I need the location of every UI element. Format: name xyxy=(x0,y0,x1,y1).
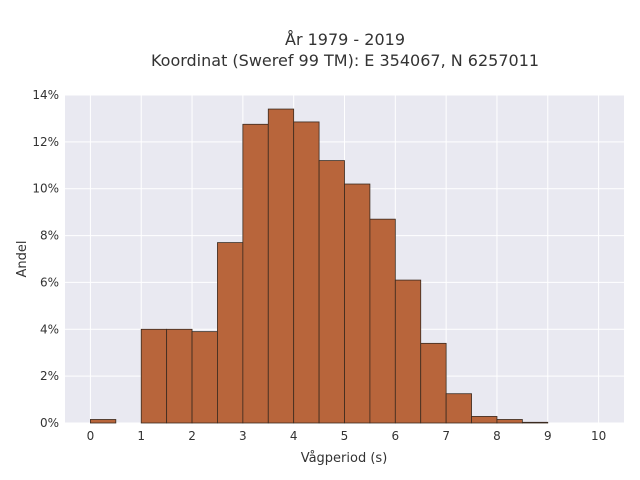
histogram-bar xyxy=(496,419,523,424)
histogram-bar xyxy=(140,328,168,424)
histogram-bar xyxy=(90,419,117,424)
y-tick-label: 4% xyxy=(40,322,59,336)
histogram-bar xyxy=(471,416,498,424)
histogram-bar xyxy=(318,160,345,424)
y-axis-ticks: 0% 2% 4% 6% 8% 10% 12% 14% xyxy=(32,88,59,430)
histogram-bar xyxy=(166,328,193,424)
histogram-bar xyxy=(420,342,447,424)
chart-title-line-1: År 1979 - 2019 xyxy=(285,30,405,49)
histogram-bar xyxy=(369,218,396,424)
histogram-bars xyxy=(90,108,549,424)
histogram-bar xyxy=(191,331,218,424)
histogram-bar xyxy=(267,108,295,424)
x-tick-label: 8 xyxy=(493,429,501,443)
x-tick-label: 9 xyxy=(544,429,552,443)
histogram-bar xyxy=(445,393,472,424)
x-tick-label: 7 xyxy=(442,429,450,443)
x-tick-label: 6 xyxy=(391,429,399,443)
x-tick-label: 4 xyxy=(290,429,298,443)
histogram-bar xyxy=(293,121,320,424)
x-tick-label: 2 xyxy=(188,429,196,443)
y-tick-label: 6% xyxy=(40,275,59,289)
y-tick-label: 12% xyxy=(32,135,59,149)
histogram-bar xyxy=(242,123,269,424)
y-axis-label: Andel xyxy=(15,241,30,278)
x-tick-label: 1 xyxy=(137,429,145,443)
x-axis-ticks: 0 1 2 3 4 5 6 7 8 9 10 xyxy=(87,429,607,443)
y-tick-label: 0% xyxy=(40,416,59,430)
x-tick-label: 10 xyxy=(591,429,606,443)
y-tick-label: 14% xyxy=(32,88,59,102)
histogram-bar xyxy=(344,183,371,424)
y-tick-label: 8% xyxy=(40,229,59,243)
histogram-bar xyxy=(521,421,549,424)
x-tick-label: 3 xyxy=(239,429,247,443)
x-tick-label: 0 xyxy=(87,429,95,443)
x-axis-label: Vågperiod (s) xyxy=(301,451,388,466)
y-tick-label: 10% xyxy=(32,182,59,196)
histogram-bar xyxy=(394,279,422,424)
histogram-bar xyxy=(217,242,244,424)
x-tick-label: 5 xyxy=(341,429,349,443)
y-tick-label: 2% xyxy=(40,369,59,383)
chart-title-line-2: Koordinat (Sweref 99 TM): E 354067, N 62… xyxy=(151,51,539,70)
